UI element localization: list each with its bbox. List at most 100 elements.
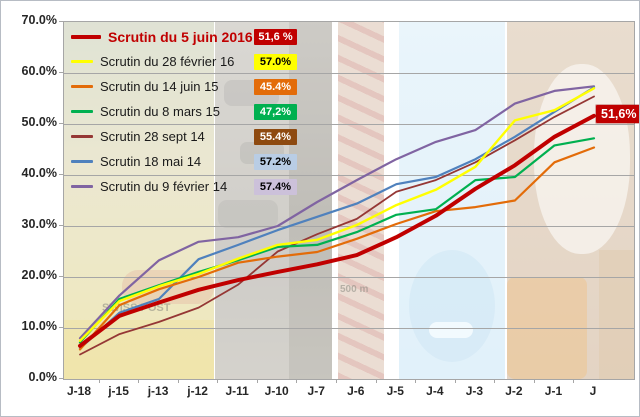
gridlines [64,22,634,379]
legend-label: Scrutin 28 sept 14 [100,129,205,144]
y-tick-label: 40.0% [21,166,57,180]
x-tick-label: J-5 [386,384,404,398]
photo-watermark-text: 500 m [340,284,369,295]
background-collage [64,22,634,379]
x-tick-mark [454,379,456,383]
x-tick-label: J-3 [465,384,484,398]
x-tick-label: j-12 [187,384,208,398]
legend-value-badge: 45.4% [254,78,297,95]
photo-blob-bubble-highlight [429,322,473,338]
series-line [78,87,596,342]
x-tick-label: J [589,384,597,398]
y-tick-label: 30.0% [21,217,57,231]
gridline [64,124,634,125]
photo-blob-armchair-side [599,250,634,379]
gridline [64,73,634,74]
legend-item: Scrutin 28 sept 14 55.4% [71,124,311,149]
gridline [64,175,634,176]
legend-line-sample [71,34,101,39]
x-tick-label: J-2 [505,384,523,398]
photo-strip-gap1 [332,22,338,379]
photo-strip-sky [399,22,505,379]
data-series-lines [78,85,596,356]
gridline [64,328,634,329]
y-tick-mark [59,225,63,226]
x-tick-mark [533,379,535,383]
x-tick-label: J-7 [307,384,325,398]
y-tick-label: 60.0% [21,64,57,78]
series-line [79,95,595,356]
legend-item: Scrutin du 8 mars 15 47,2% [71,99,311,124]
photo-blob-bubble [409,250,495,362]
legend-item: Scrutin du 9 février 14 57.4% [71,174,311,199]
gridline [64,226,634,227]
x-tick-mark [375,379,377,383]
legend-label: Scrutin 18 mai 14 [100,154,202,169]
x-tick-mark [415,379,417,383]
y-tick-label: 50.0% [21,115,57,129]
gridline [64,277,634,278]
x-tick-mark [296,379,298,383]
legend-item: Scrutin du 28 février 16 57.0% [71,49,311,74]
legend: Scrutin du 5 juin 2016 51,6 % Scrutin du 2… [71,24,311,199]
x-tick-label: J-4 [426,384,444,398]
x-tick-label: j-15 [108,384,129,398]
plot-area: SWISS POST 500 m [63,21,635,380]
legend-value-badge: 55.4% [254,128,297,145]
series-line [78,113,596,348]
legend-item: Scrutin 18 mai 14 57.2% [71,149,311,174]
x-tick-mark [177,379,179,383]
legend-line-sample [71,85,93,88]
x-tick-mark [494,379,496,383]
y-tick-mark [59,327,63,328]
x-tick-mark [138,379,140,383]
x-tick-mark [336,379,337,383]
y-tick-mark [59,378,63,379]
y-tick-mark [59,21,63,22]
endpoint-value-callout: 51,6% [596,104,639,123]
y-tick-label: 0.0% [28,370,58,384]
series-line [78,86,596,350]
x-tick-mark [98,379,100,383]
series-line [78,146,596,351]
legend-value-badge: 57.2% [254,153,297,170]
photo-blob-car3 [218,200,278,228]
photo-strip-gap2 [384,22,399,379]
legend-label: Scrutin du 14 juin 15 [100,79,219,94]
photo-strip-postal [64,22,214,379]
x-tick-label: J-11 [225,384,249,398]
x-tick-label: J-1 [544,384,563,398]
legend-line-sample [71,110,93,113]
x-tick-label: J-10 [264,384,289,398]
legend-value-badge: 57.4% [254,178,297,195]
y-tick-mark [59,123,63,124]
legend-value-badge: 47,2% [254,103,297,120]
y-tick-label: 20.0% [21,268,57,282]
photo-strip-gap3 [505,22,507,379]
photo-strip-interior [507,22,634,379]
legend-value-badge: 51,6 % [254,28,297,45]
y-tick-mark [59,276,63,277]
legend-line-sample [71,135,93,138]
legend-line-sample [71,160,93,163]
x-tick-mark [573,379,575,383]
x-tick-label: J-6 [347,384,365,398]
x-tick-mark [256,379,258,383]
legend-item: Scrutin du 5 juin 2016 51,6 % [71,24,311,49]
x-tick-label: j-13 [147,384,169,398]
x-tick-mark [217,379,219,383]
legend-value-badge: 57.0% [254,53,297,70]
legend-line-sample [71,60,93,63]
legend-label: Scrutin du 5 juin 2016 [108,28,253,45]
legend-label: Scrutin du 9 février 14 [100,179,228,194]
y-tick-mark [59,72,63,73]
legend-line-sample [71,185,93,188]
legend-label: Scrutin du 28 février 16 [100,54,235,69]
legend-label: Scrutin du 8 mars 15 [100,104,220,119]
x-tick-label: J-18 [66,384,92,398]
series-line [78,85,596,340]
legend-item: Scrutin du 14 juin 15 45.4% [71,74,311,99]
y-tick-label: 10.0% [21,319,57,333]
y-tick-mark [59,174,63,175]
